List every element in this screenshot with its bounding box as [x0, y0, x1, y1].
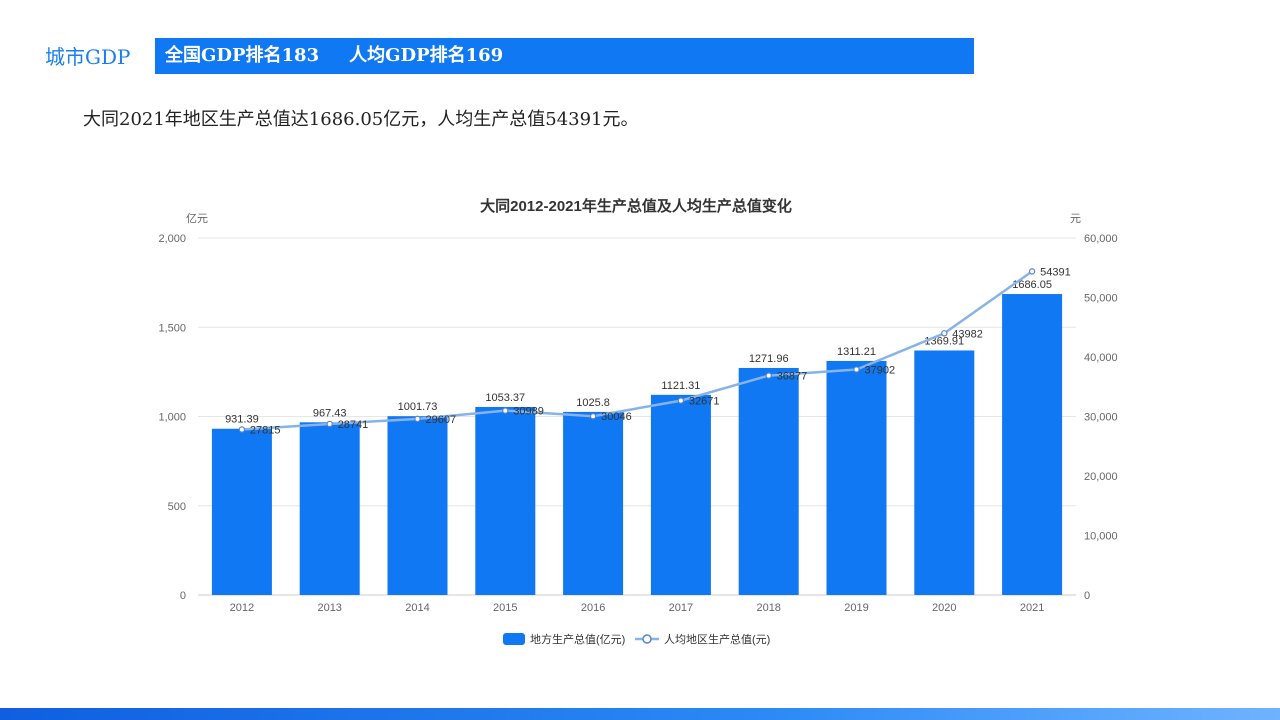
- gdp-bar-label: 1025.8: [576, 397, 610, 409]
- bottom-decor-band: [0, 708, 1280, 720]
- gdp-bar: [914, 350, 975, 595]
- gdp-bar: [563, 411, 624, 595]
- left-axis-tick-label: 0: [180, 590, 186, 602]
- x-axis-tick-label: 2016: [581, 602, 605, 614]
- per-capita-label: 30046: [601, 411, 632, 423]
- right-axis-tick-label: 10,000: [1084, 531, 1118, 543]
- right-axis-tick-label: 30,000: [1084, 412, 1118, 424]
- national-gdp-rank: 全国GDP排名183: [165, 45, 320, 66]
- right-axis-unit: 元: [1070, 213, 1081, 225]
- per-capita-point: [765, 372, 772, 379]
- per-capita-point: [502, 407, 509, 414]
- x-axis-tick-label: 2019: [844, 602, 868, 614]
- per-capita-label: 32671: [689, 396, 720, 408]
- left-axis-tick-label: 2,000: [158, 233, 186, 245]
- right-axis-tick-label: 50,000: [1084, 293, 1118, 305]
- per-capita-label: 27815: [250, 425, 281, 437]
- gdp-bar: [826, 360, 887, 595]
- left-axis-unit: 亿元: [186, 212, 208, 225]
- gdp-bar-label: 1271.96: [749, 353, 789, 365]
- legend-line-label: 人均地区生产总值(元): [664, 632, 770, 646]
- legend-bar-label: 地方生产总值(亿元): [530, 632, 625, 646]
- right-axis-tick-label: 20,000: [1084, 471, 1118, 483]
- gdp-bar-label: 1001.73: [398, 401, 438, 413]
- gdp-bar: [299, 422, 360, 595]
- x-axis-tick-label: 2020: [932, 602, 956, 614]
- per-capita-label: 29607: [426, 414, 457, 426]
- per-capita-label: 28741: [338, 419, 369, 431]
- per-capita-label: 54391: [1040, 266, 1071, 278]
- per-capita-point: [853, 366, 860, 373]
- gdp-bar-label: 931.39: [225, 414, 259, 426]
- gdp-bar: [650, 394, 711, 595]
- x-axis-tick-label: 2015: [493, 602, 517, 614]
- right-axis-tick-label: 40,000: [1084, 352, 1118, 364]
- gdp-bar: [1002, 294, 1063, 595]
- x-axis-tick-label: 2017: [669, 602, 693, 614]
- right-axis-tick-label: 0: [1084, 590, 1090, 602]
- chart-title: 大同2012-2021年生产总值及人均生产总值变化: [480, 197, 792, 215]
- per-capita-label: 30989: [513, 406, 544, 418]
- x-axis-tick-label: 2014: [405, 602, 429, 614]
- gdp-bar: [387, 416, 448, 595]
- legend-bar-swatch: [503, 633, 525, 645]
- right-axis-tick-label: 60,000: [1084, 233, 1118, 245]
- gdp-bar: [738, 367, 799, 595]
- left-axis-tick-label: 500: [168, 501, 186, 513]
- per-capita-point: [238, 426, 246, 433]
- gdp-bar: [211, 428, 272, 595]
- per-capita-label: 36877: [777, 371, 808, 383]
- per-capita-label: 37902: [865, 364, 896, 376]
- gdp-bar-label: 1121.31: [661, 380, 700, 392]
- per-capita-point: [414, 415, 421, 423]
- gdp-bar-label: 1311.21: [837, 346, 876, 358]
- left-axis-tick-label: 1,500: [158, 322, 186, 334]
- per-capita-point: [589, 413, 597, 420]
- legend-line-marker: [642, 634, 652, 644]
- x-axis-tick-label: 2012: [230, 602, 254, 614]
- per-capita-point: [326, 420, 333, 428]
- per-capita-point: [941, 330, 948, 337]
- gdp-bar-label: 1686.05: [1012, 279, 1052, 291]
- rank-banner: 全国GDP排名183 人均GDP排名169: [155, 38, 974, 74]
- per-capita-line: [241, 270, 1033, 431]
- x-axis-tick-label: 2018: [756, 602, 780, 614]
- gdp-bar-label: 967.43: [313, 407, 347, 419]
- gdp-bar-label: 1053.37: [485, 392, 525, 404]
- section-label: 城市GDP: [45, 45, 131, 69]
- left-axis-tick-label: 1,000: [158, 412, 186, 424]
- x-axis-tick-label: 2013: [317, 602, 341, 614]
- per-capita-label: 43982: [952, 328, 983, 340]
- per-capita-gdp-rank: 人均GDP排名169: [349, 45, 504, 66]
- per-capita-point: [1028, 268, 1036, 275]
- summary-text: 大同2021年地区生产总值达1686.05亿元，人均生产总值54391元。: [83, 109, 639, 130]
- gdp-bar: [475, 406, 536, 595]
- x-axis-tick-label: 2021: [1020, 602, 1044, 614]
- per-capita-point: [677, 397, 685, 404]
